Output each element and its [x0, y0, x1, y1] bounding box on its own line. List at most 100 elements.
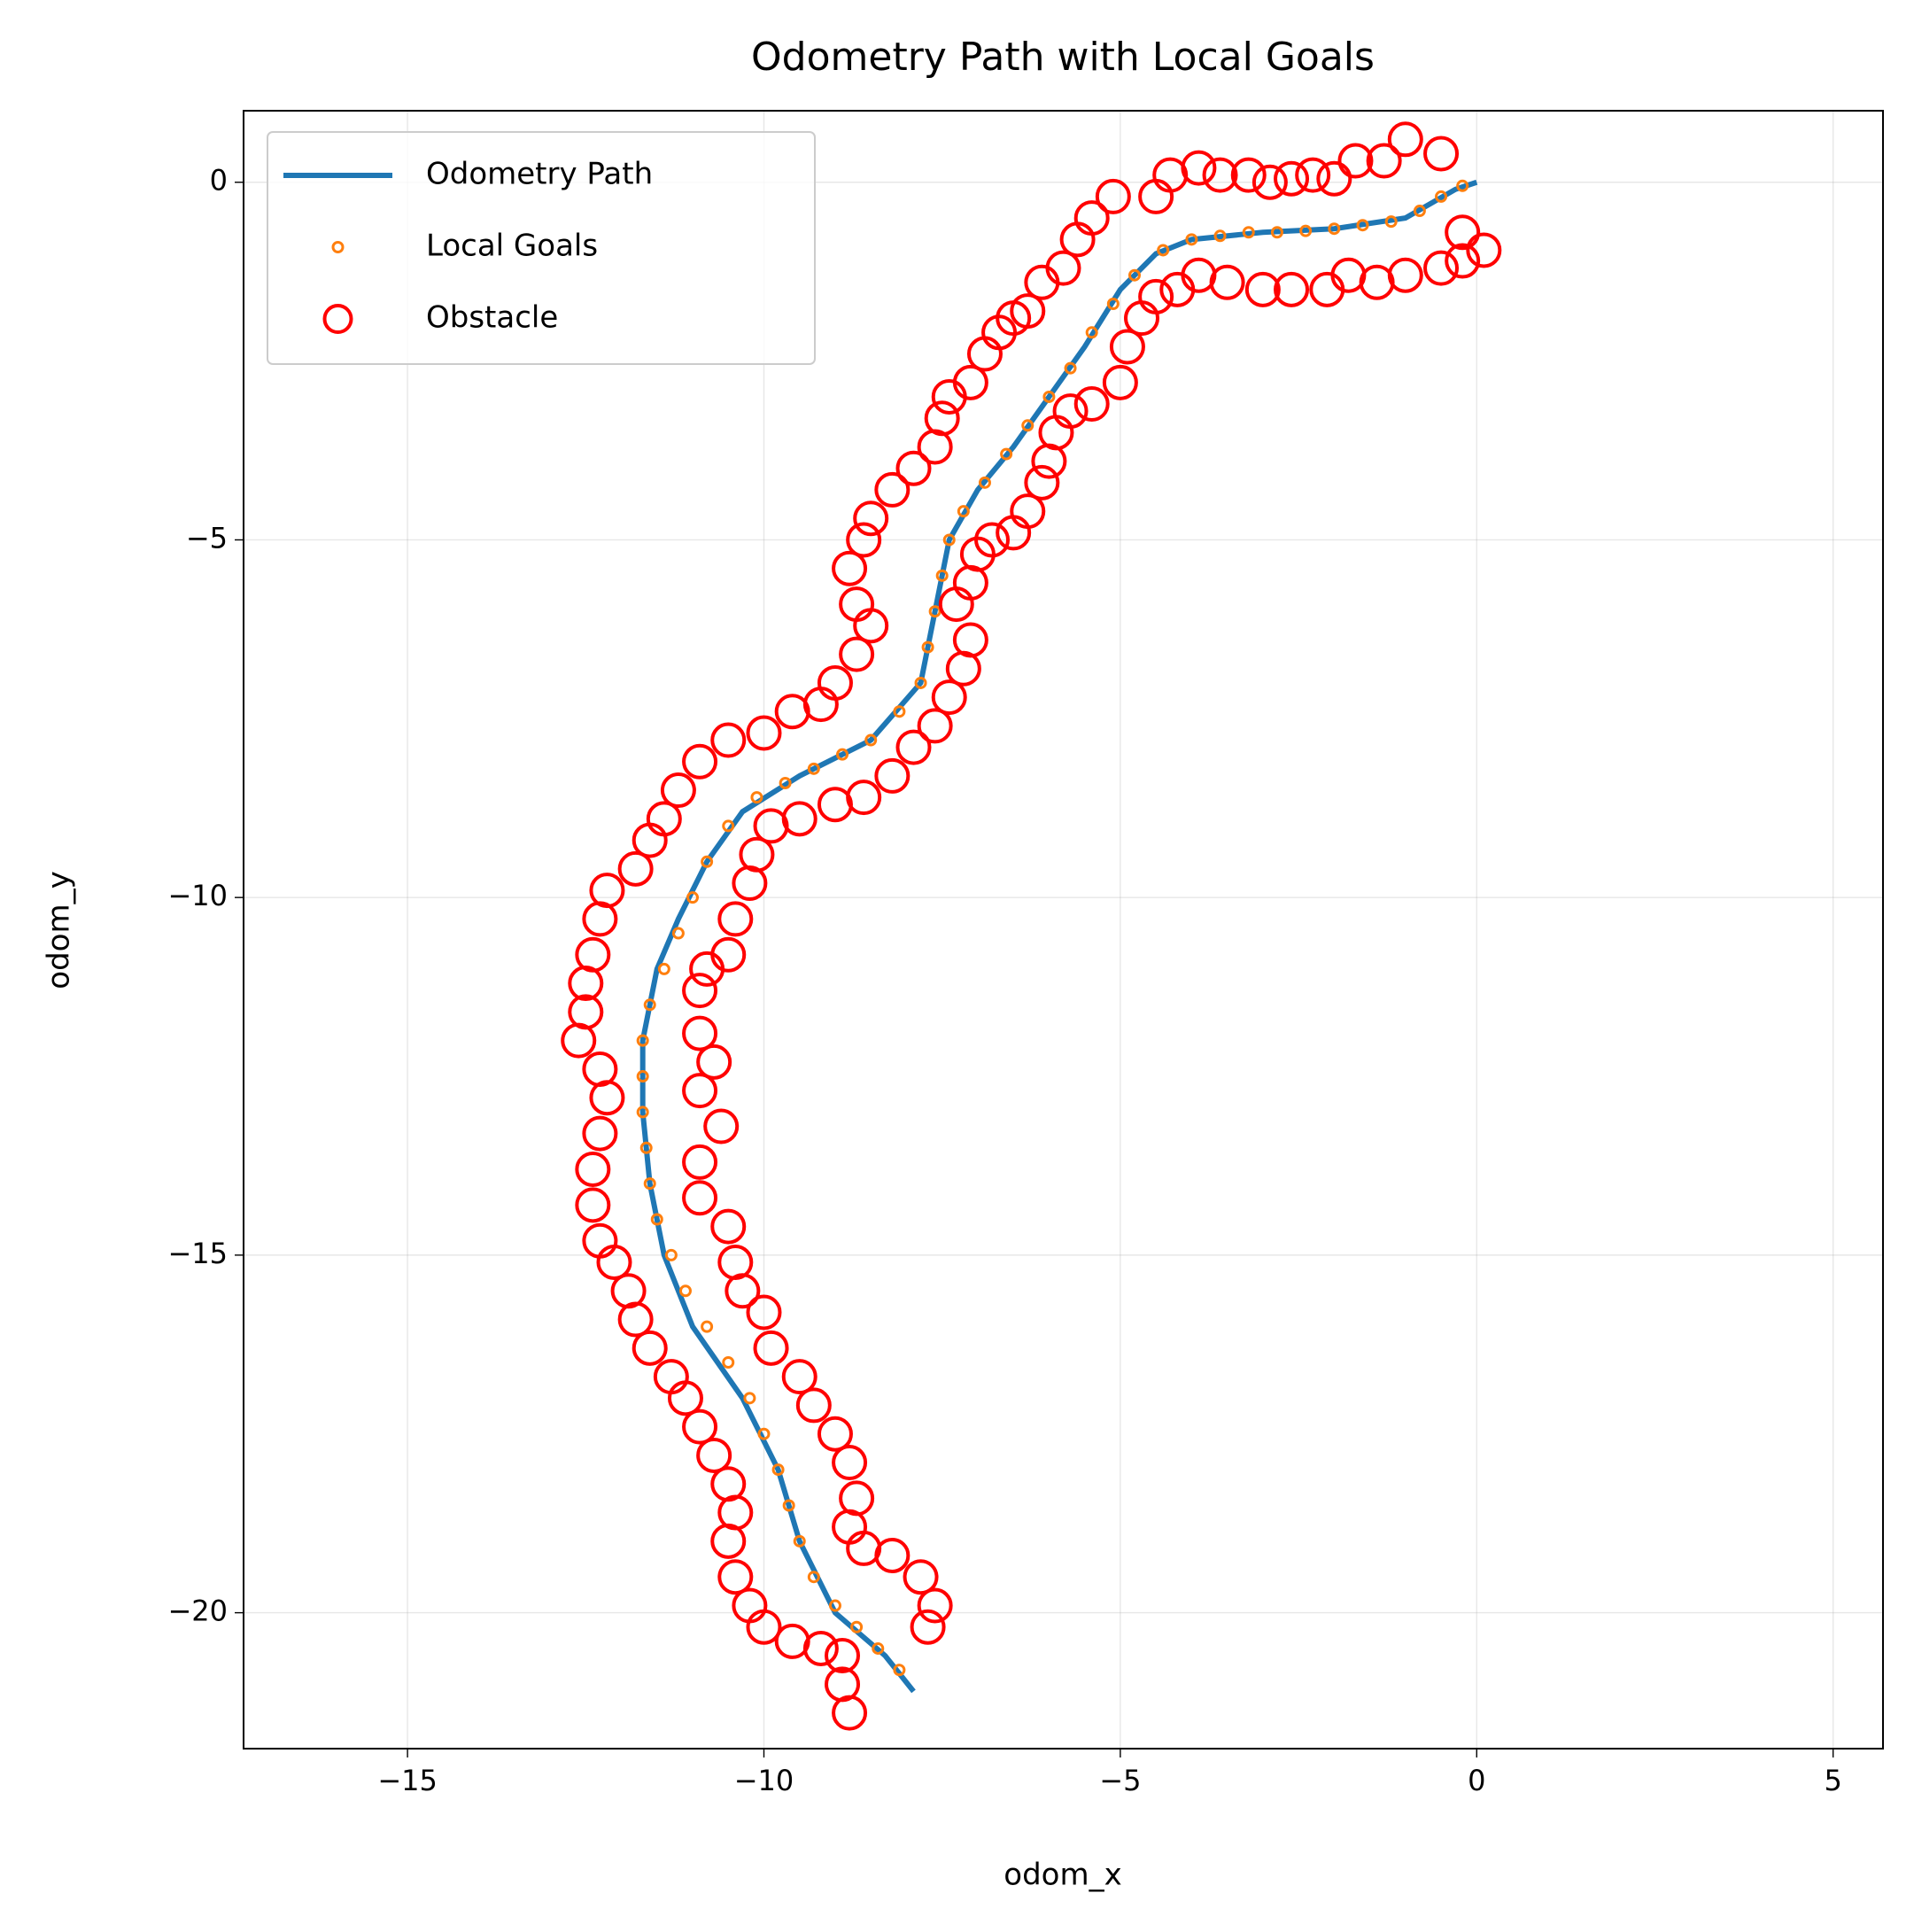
- local-goal: [1064, 361, 1077, 375]
- obstacle: [746, 1609, 782, 1645]
- obstacle: [853, 608, 889, 644]
- legend-marker: [322, 304, 353, 334]
- local-goal: [836, 748, 849, 761]
- local-goal: [1157, 244, 1170, 257]
- obstacle: [682, 1180, 718, 1216]
- obstacle: [1251, 164, 1288, 200]
- obstacle: [746, 1294, 782, 1331]
- obstacle: [753, 808, 789, 844]
- local-goal: [1356, 219, 1369, 232]
- local-goal: [701, 855, 714, 868]
- obstacle: [660, 772, 696, 809]
- local-goal: [643, 1177, 656, 1191]
- obstacle: [1309, 271, 1345, 307]
- legend-label: Local Goals: [426, 229, 598, 264]
- local-goal: [872, 1641, 885, 1655]
- local-goal: [928, 605, 942, 618]
- plot-area: [561, 121, 1502, 1731]
- legend-label: Odometry Path: [426, 157, 653, 192]
- local-goal: [1242, 226, 1255, 239]
- local-goal: [671, 927, 685, 940]
- obstacle: [874, 471, 911, 508]
- local-goal: [650, 1213, 663, 1226]
- local-goal: [957, 505, 970, 518]
- obstacle: [1445, 243, 1481, 279]
- y-tick-label: −5: [186, 521, 228, 555]
- local-goal: [636, 1070, 649, 1083]
- obstacle: [938, 586, 974, 623]
- local-goal: [1000, 447, 1013, 461]
- obstacle: [582, 1115, 618, 1152]
- obstacle: [710, 1523, 747, 1559]
- obstacle: [1244, 271, 1281, 307]
- x-tick-label: 0: [1468, 1764, 1485, 1797]
- obstacle: [817, 787, 853, 823]
- x-tick-label: −10: [734, 1764, 794, 1797]
- x-tick-label: −15: [377, 1764, 438, 1797]
- obstacle: [753, 1330, 789, 1366]
- obstacle: [839, 636, 875, 672]
- obstacle: [1124, 300, 1160, 337]
- local-goal: [1127, 268, 1141, 282]
- obstacle: [825, 1638, 861, 1674]
- local-goal: [643, 998, 656, 1012]
- obstacle: [917, 429, 953, 465]
- obstacle: [1366, 143, 1402, 179]
- obstacle: [910, 1609, 946, 1645]
- obstacle: [1138, 178, 1174, 214]
- obstacle: [732, 865, 768, 902]
- obstacle: [817, 1416, 853, 1452]
- local-goal: [1106, 298, 1120, 311]
- obstacle: [1423, 250, 1460, 286]
- obstacle: [1466, 232, 1502, 268]
- obstacle: [795, 1387, 832, 1424]
- obstacle: [710, 1208, 747, 1245]
- local-goal: [757, 1427, 771, 1440]
- local-goal: [807, 1571, 820, 1584]
- local-goal: [782, 1499, 795, 1512]
- obstacle: [1109, 329, 1145, 365]
- obstacle: [895, 450, 932, 486]
- local-goal: [935, 569, 949, 582]
- local-goal: [1185, 233, 1198, 246]
- y-axis-label: odom_y: [42, 871, 77, 989]
- y-tick-label: −20: [167, 1594, 228, 1628]
- obstacle: [717, 1559, 754, 1595]
- local-goal: [1299, 224, 1313, 237]
- local-goal: [1042, 390, 1056, 403]
- obstacle: [832, 1445, 868, 1481]
- obstacle: [996, 515, 1032, 551]
- x-tick-label: 5: [1824, 1764, 1841, 1797]
- obstacle: [1445, 214, 1481, 251]
- obstacle: [966, 336, 1003, 372]
- obstacle: [617, 850, 654, 887]
- obstacle: [931, 378, 967, 415]
- local-goal: [850, 1620, 864, 1633]
- obstacle: [561, 1022, 597, 1059]
- x-tick-label: −5: [1099, 1764, 1141, 1797]
- local-goal: [686, 891, 700, 904]
- local-goal: [678, 1284, 692, 1298]
- obstacle: [1387, 121, 1423, 158]
- obstacle: [575, 1187, 611, 1223]
- obstacle: [1159, 271, 1196, 307]
- local-goal: [942, 533, 956, 547]
- obstacle: [632, 1330, 668, 1366]
- y-tick-label: 0: [210, 164, 228, 198]
- local-goal: [701, 1320, 714, 1333]
- obstacle: [832, 1695, 868, 1731]
- axes-frame: [243, 110, 1884, 1750]
- local-goal: [1328, 222, 1341, 236]
- y-tick-label: −10: [167, 879, 228, 912]
- local-goal: [722, 1355, 735, 1369]
- obstacle: [682, 1408, 718, 1445]
- obstacle: [703, 1108, 740, 1144]
- x-axis-label: odom_x: [1003, 1858, 1121, 1893]
- legend-marker: [331, 241, 345, 253]
- obstacle: [945, 650, 981, 687]
- local-goal: [807, 762, 820, 775]
- obstacle: [1295, 157, 1331, 193]
- obstacle: [596, 1244, 632, 1280]
- obstacle: [903, 1559, 939, 1595]
